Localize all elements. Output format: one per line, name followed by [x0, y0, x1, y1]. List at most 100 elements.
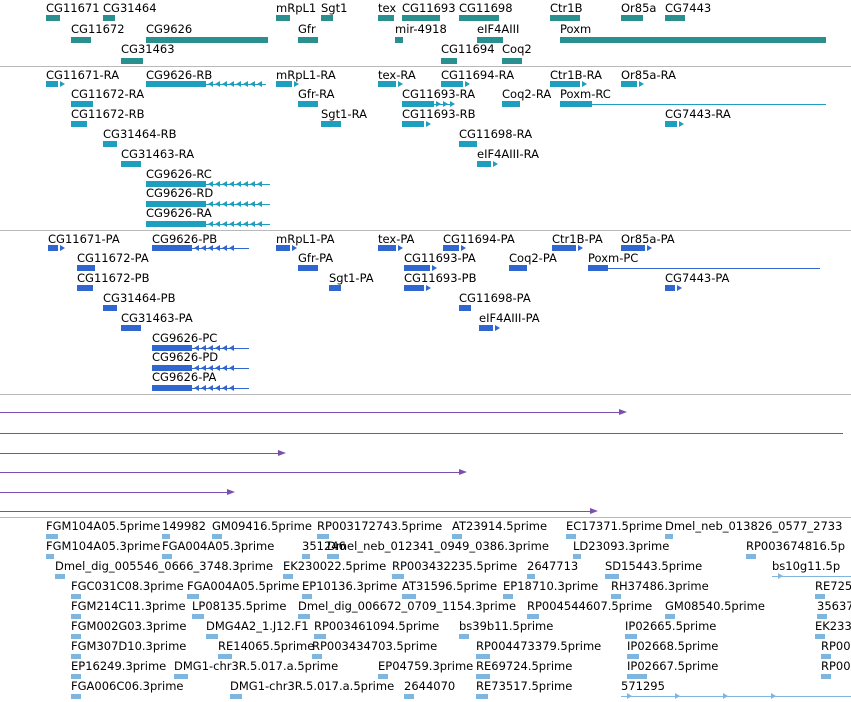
gene-feature[interactable]	[276, 15, 290, 21]
est-feature[interactable]	[71, 594, 81, 599]
est-feature[interactable]	[327, 554, 339, 559]
gene-feature[interactable]	[121, 58, 143, 64]
gene-feature[interactable]	[441, 58, 457, 64]
exon-feature[interactable]	[298, 101, 318, 107]
est-feature[interactable]	[573, 554, 581, 559]
exon-feature[interactable]	[443, 245, 459, 251]
est-feature[interactable]	[218, 654, 232, 659]
exon-feature[interactable]	[71, 121, 87, 127]
exon-feature[interactable]	[477, 161, 491, 167]
exon-feature[interactable]	[146, 201, 206, 207]
est-feature[interactable]	[71, 614, 81, 619]
exon-feature[interactable]	[441, 81, 463, 87]
gene-feature[interactable]	[321, 15, 333, 21]
exon-feature[interactable]	[121, 161, 141, 167]
est-feature[interactable]	[55, 574, 65, 579]
exon-feature[interactable]	[152, 385, 192, 391]
exon-feature[interactable]	[509, 265, 527, 271]
est-feature[interactable]	[452, 534, 462, 539]
est-feature[interactable]	[476, 694, 488, 699]
gene-feature[interactable]	[560, 37, 826, 43]
est-feature[interactable]	[71, 634, 81, 639]
exon-feature[interactable]	[77, 285, 93, 291]
exon-feature[interactable]	[276, 81, 292, 87]
exon-feature[interactable]	[152, 245, 192, 251]
est-feature[interactable]	[503, 594, 513, 599]
exon-feature[interactable]	[665, 285, 675, 291]
est-feature[interactable]	[162, 534, 170, 539]
exon-feature[interactable]	[46, 81, 58, 87]
est-feature[interactable]	[162, 554, 172, 559]
est-feature[interactable]	[230, 694, 242, 699]
gene-feature[interactable]	[402, 15, 440, 21]
gene-feature[interactable]	[395, 37, 403, 43]
est-feature[interactable]	[46, 554, 54, 559]
gene-feature[interactable]	[46, 15, 60, 21]
est-track[interactable]: FGM104A05.5prime 149982 GM09416.5prime RP00…	[0, 518, 851, 702]
gene-feature[interactable]	[146, 37, 268, 43]
est-feature[interactable]	[71, 654, 81, 659]
est-feature[interactable]	[611, 594, 621, 599]
est-feature[interactable]	[71, 694, 81, 699]
exon-feature[interactable]	[146, 221, 206, 227]
exon-feature[interactable]	[402, 101, 434, 107]
est-feature[interactable]	[302, 554, 310, 559]
est-feature[interactable]	[317, 534, 329, 539]
est-feature[interactable]	[817, 614, 827, 619]
gene-feature[interactable]	[477, 37, 503, 43]
est-feature[interactable]	[212, 534, 222, 539]
exon-feature[interactable]	[459, 141, 477, 147]
est-feature[interactable]	[665, 614, 675, 619]
exon-feature[interactable]	[479, 325, 493, 331]
exon-feature[interactable]	[152, 345, 192, 351]
exon-feature[interactable]	[77, 265, 95, 271]
exon-feature[interactable]	[502, 101, 520, 107]
gene-feature[interactable]	[459, 15, 499, 21]
gene-feature[interactable]	[103, 15, 115, 21]
exon-feature[interactable]	[621, 245, 645, 251]
est-feature[interactable]	[314, 634, 326, 639]
est-feature[interactable]	[312, 654, 322, 659]
protein-track[interactable]: CG11671-PA CG9626-PB mRpL1-PA tex-PA CG11694…	[0, 231, 851, 394]
est-feature[interactable]	[815, 634, 825, 639]
est-feature[interactable]	[174, 674, 188, 679]
est-feature[interactable]	[404, 694, 414, 699]
exon-feature[interactable]	[146, 81, 206, 87]
gene-feature[interactable]	[71, 37, 91, 43]
est-feature[interactable]	[627, 654, 639, 659]
gene-feature[interactable]	[378, 15, 394, 21]
exon-feature[interactable]	[298, 265, 318, 271]
exon-feature[interactable]	[459, 305, 471, 311]
exon-feature[interactable]	[146, 181, 206, 187]
exon-feature[interactable]	[621, 81, 637, 87]
est-feature[interactable]	[625, 634, 637, 639]
est-feature[interactable]	[378, 674, 388, 679]
exon-feature[interactable]	[329, 285, 341, 291]
est-feature[interactable]	[821, 654, 831, 659]
exon-feature[interactable]	[378, 245, 396, 251]
gene-feature[interactable]	[665, 15, 685, 21]
est-feature[interactable]	[402, 594, 416, 599]
est-feature[interactable]	[566, 534, 576, 539]
exon-feature[interactable]	[552, 245, 576, 251]
est-feature[interactable]	[71, 674, 81, 679]
est-feature[interactable]	[187, 594, 199, 599]
exon-feature[interactable]	[152, 365, 192, 371]
exon-feature[interactable]	[121, 325, 141, 331]
est-feature[interactable]	[46, 534, 58, 539]
est-feature[interactable]	[815, 594, 825, 599]
segment-track[interactable]	[0, 395, 851, 517]
exon-feature[interactable]	[378, 81, 396, 87]
exon-feature[interactable]	[404, 285, 424, 291]
est-feature[interactable]	[527, 574, 535, 579]
gene-feature[interactable]	[502, 58, 522, 64]
est-feature[interactable]	[192, 614, 204, 619]
exon-feature[interactable]	[321, 121, 341, 127]
est-feature[interactable]	[746, 554, 756, 559]
exon-feature[interactable]	[665, 121, 677, 127]
est-feature[interactable]	[392, 574, 404, 579]
exon-feature[interactable]	[404, 265, 430, 271]
gene-track[interactable]: CG11671 CG31464 mRpL1 Sgt1 tex CG11693 CG11698…	[0, 0, 851, 66]
exon-feature[interactable]	[588, 265, 608, 271]
est-feature[interactable]	[605, 574, 619, 579]
